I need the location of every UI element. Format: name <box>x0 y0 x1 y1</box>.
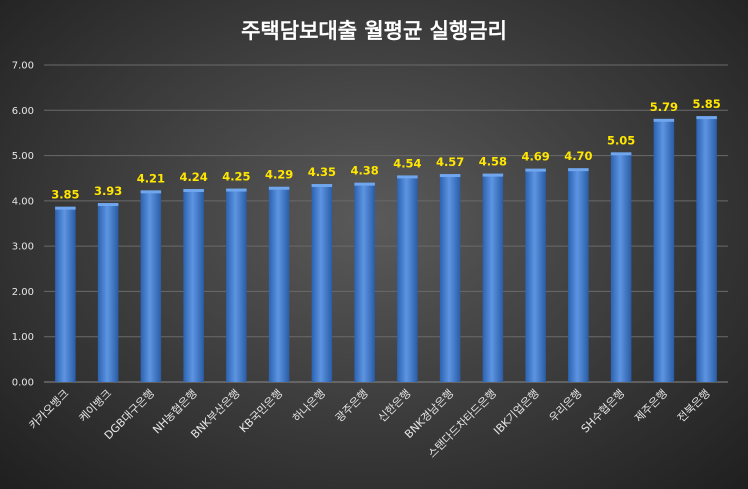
bar <box>140 191 162 382</box>
y-tick-label: 0.00 <box>12 378 34 389</box>
y-tick-label: 3.00 <box>12 242 34 253</box>
bar-top-highlight <box>525 168 546 172</box>
x-tick-label: 전북은행 <box>675 387 713 425</box>
y-tick-label: 4.00 <box>12 196 34 207</box>
value-label: 3.85 <box>51 188 79 202</box>
value-label: 4.38 <box>350 164 378 178</box>
bar <box>696 117 717 382</box>
bar <box>55 207 76 382</box>
bar-top-highlight <box>354 182 375 186</box>
bar-top-highlight <box>568 168 589 172</box>
value-label: 4.21 <box>137 171 165 185</box>
value-label: 4.29 <box>265 168 293 182</box>
y-tick-label: 7.00 <box>12 61 34 72</box>
x-tick-label: 카카오뱅크 <box>27 387 72 432</box>
value-label: 4.57 <box>436 155 464 169</box>
bar-top-highlight <box>226 188 247 192</box>
bar-top-highlight <box>97 203 119 207</box>
x-tick-label: 하나은행 <box>289 386 328 425</box>
value-labels: 3.85 3.93 4.21 4.24 4.25 4.29 4.35 4.38 4.54 4.57… <box>51 97 721 202</box>
y-tick-label: 6.00 <box>12 106 34 117</box>
value-label: 4.24 <box>179 170 207 184</box>
bar <box>568 169 589 382</box>
bar-top-highlight <box>268 186 290 190</box>
bar <box>482 174 504 382</box>
bar-top-highlight <box>311 184 333 188</box>
y-axis-ticks: 0.00 1.00 2.00 3.00 4.00 5.00 6.00 7.00 <box>12 61 34 389</box>
bar-top-highlight <box>439 174 461 178</box>
bar <box>183 189 204 382</box>
value-label: 3.93 <box>94 184 122 198</box>
value-label: 5.85 <box>692 97 720 111</box>
x-tick-label: IBK기업은행 <box>491 387 542 438</box>
bar <box>268 187 290 382</box>
y-tick-label: 2.00 <box>12 287 34 298</box>
bar-top-highlight <box>610 152 632 156</box>
bar <box>354 183 375 382</box>
value-label: 4.69 <box>521 150 549 164</box>
value-label: 5.05 <box>607 133 635 147</box>
bar <box>610 153 632 382</box>
bar <box>653 119 675 382</box>
x-tick-label: 케이뱅크 <box>76 387 114 425</box>
value-label: 5.79 <box>650 100 678 114</box>
value-label: 4.70 <box>564 149 592 163</box>
bar-top-highlight <box>696 116 717 120</box>
x-tick-label: 광주은행 <box>333 387 371 425</box>
x-tick-label: 신한은행 <box>376 387 414 425</box>
value-label: 4.35 <box>308 165 336 179</box>
x-tick-label: SH수협은행 <box>579 387 628 436</box>
bar-top-highlight <box>397 175 418 179</box>
x-tick-label: KB국민은행 <box>237 387 285 435</box>
y-tick-label: 5.00 <box>12 151 34 162</box>
bars <box>55 116 717 382</box>
bar <box>397 176 418 382</box>
value-label: 4.25 <box>222 170 250 184</box>
bar <box>311 185 333 382</box>
chart-title: 주택담보대출 월평균 실행금리 <box>241 19 507 43</box>
bar <box>226 189 247 382</box>
bar-top-highlight <box>183 188 204 192</box>
y-tick-label: 1.00 <box>12 332 34 343</box>
bar-top-highlight <box>653 118 675 122</box>
x-tick-label: 우리은행 <box>547 387 585 425</box>
bar <box>97 204 119 382</box>
bar-top-highlight <box>482 173 504 177</box>
x-tick-label: 제주은행 <box>632 387 670 425</box>
bar-top-highlight <box>140 190 162 194</box>
bar <box>525 169 546 382</box>
value-label: 4.54 <box>393 156 421 170</box>
value-label: 4.58 <box>479 155 507 169</box>
bar-top-highlight <box>55 206 76 210</box>
bar <box>439 175 461 382</box>
